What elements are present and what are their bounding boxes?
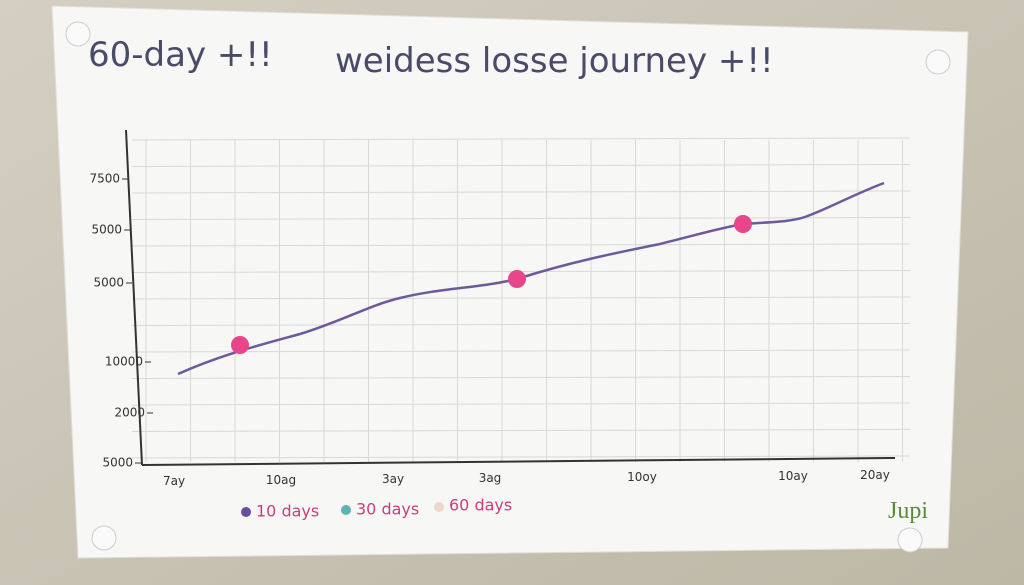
grid-line <box>131 217 911 220</box>
grid-line <box>131 164 911 167</box>
legend-swatch <box>341 505 351 515</box>
grid-line <box>131 243 911 247</box>
grid-line <box>131 190 911 194</box>
legend-label: 30 days <box>356 500 419 519</box>
legend-swatch <box>434 502 444 512</box>
milestone-dot <box>508 270 526 288</box>
y-label: 2000 <box>114 406 145 420</box>
y-label: 7500 <box>89 172 120 186</box>
x-axis <box>141 457 896 466</box>
x-label: 3ay <box>382 472 404 486</box>
x-label: 10ay <box>778 469 808 483</box>
grid-line <box>131 402 911 406</box>
grid-line <box>131 323 911 326</box>
trend-line <box>177 181 885 376</box>
labels: 7500 5000 5000 10000 2000 5000 7ay 10ag 3ay 3ag 10… <box>89 172 889 489</box>
milestone-dot <box>734 215 752 233</box>
logo: Jupi <box>888 498 928 524</box>
y-label: 5000 <box>102 456 133 470</box>
x-label: 20ay <box>860 468 890 482</box>
grid-line <box>131 137 911 141</box>
grid-line <box>131 296 911 300</box>
pin <box>925 49 951 75</box>
y-label: 10000 <box>105 355 143 369</box>
y-label: 5000 <box>91 223 122 237</box>
x-label: 10ag <box>266 473 296 487</box>
legend-label: 60 days <box>449 496 512 515</box>
title-right: weidess losse journey +!! <box>335 41 774 81</box>
legend-swatch <box>241 507 251 517</box>
grid-line <box>131 429 911 432</box>
x-label: 7ay <box>163 474 185 488</box>
grid-line <box>131 455 911 459</box>
grid <box>131 137 911 462</box>
grid-line <box>131 349 911 353</box>
x-label: 10oy <box>627 470 657 484</box>
y-label: 5000 <box>93 276 124 290</box>
pin <box>91 525 117 551</box>
title-left: 60-day +!! <box>88 35 273 75</box>
grid-line <box>131 376 911 379</box>
legend-label: 10 days <box>256 502 319 521</box>
y-axis <box>125 129 143 466</box>
pin <box>897 527 923 553</box>
x-label: 3ag <box>479 471 502 485</box>
milestone-dot <box>231 336 249 354</box>
pin <box>65 21 91 47</box>
